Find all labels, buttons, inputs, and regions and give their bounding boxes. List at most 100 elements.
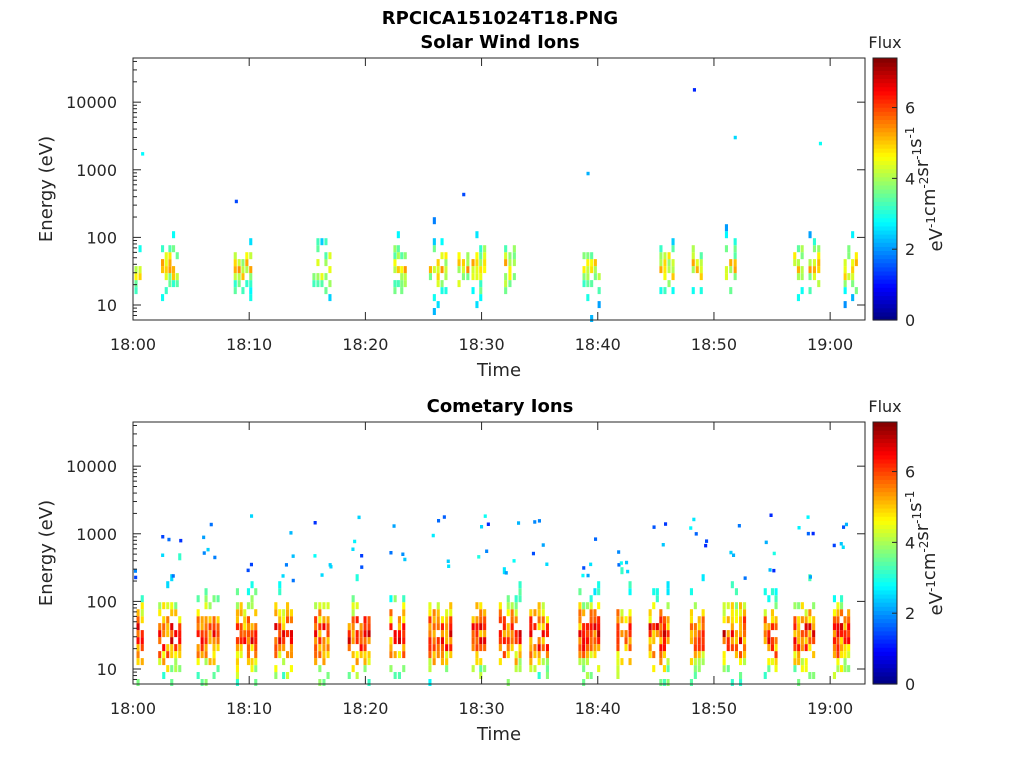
colorbar-swatch	[873, 516, 897, 521]
heatmap-cell	[767, 623, 771, 631]
heatmap-cell	[471, 665, 475, 673]
colorbar-swatch	[873, 209, 897, 215]
heatmap-cell	[578, 651, 582, 659]
heatmap-cell	[402, 616, 406, 624]
heatmap-cell	[428, 616, 432, 624]
heatmap-cell	[506, 609, 510, 617]
heatmap-cell	[461, 266, 465, 274]
heatmap-cell	[436, 609, 440, 617]
heatmap-cell	[517, 521, 521, 525]
colorbar-units-exponent: -2	[917, 541, 931, 553]
heatmap-cell	[533, 520, 537, 524]
heatmap-cell	[250, 581, 254, 589]
heatmap-cell	[234, 199, 238, 204]
heatmap-cell	[475, 602, 479, 610]
heatmap-cell	[172, 266, 176, 274]
heatmap-cell	[659, 616, 663, 624]
heatmap-cell	[216, 644, 220, 652]
heatmap-cell	[808, 259, 812, 267]
heatmap-cell	[249, 266, 253, 274]
heatmap-cell	[836, 623, 840, 631]
heatmap-cell	[617, 550, 621, 554]
colorbar-swatch	[873, 499, 897, 505]
colorbar-tick-label: 6	[905, 463, 915, 482]
heatmap-cell	[812, 616, 816, 624]
heatmap-cell	[697, 623, 701, 631]
heatmap-cell	[689, 588, 693, 596]
colorbar-swatch	[873, 197, 897, 202]
heatmap-cell	[175, 280, 179, 288]
heatmap-cell	[800, 287, 804, 295]
colorbar-units-base: s	[905, 139, 926, 148]
heatmap-cell	[743, 576, 747, 580]
heatmap-cell	[286, 630, 290, 638]
heatmap-cell	[764, 540, 768, 545]
heatmap-cell	[200, 679, 204, 686]
heatmap-cell	[589, 644, 593, 652]
heatmap-cell	[800, 602, 804, 610]
heatmap-cell	[593, 616, 597, 624]
heatmap-cell	[504, 280, 508, 288]
heatmap-cell	[360, 565, 364, 569]
colorbar-units-exponent: -1	[903, 491, 917, 503]
colorbar-swatch	[873, 315, 897, 321]
heatmap-cell	[659, 259, 663, 267]
heatmap-cell	[578, 609, 582, 617]
heatmap-cell	[770, 609, 774, 617]
heatmap-cell	[508, 259, 512, 267]
heatmap-cell	[689, 616, 693, 624]
heatmap-cell	[772, 551, 776, 556]
heatmap-cell	[289, 531, 293, 535]
heatmap-cell	[168, 273, 172, 281]
heatmap-cell	[208, 637, 212, 645]
heatmap-cell	[436, 280, 440, 288]
colorbar-swatch	[873, 446, 897, 452]
heatmap-cell	[739, 602, 743, 610]
heatmap-cell	[170, 651, 174, 659]
heatmap-cell	[216, 616, 220, 624]
heatmap-cell	[724, 273, 728, 281]
heatmap-cell	[278, 616, 282, 624]
heatmap-cell	[541, 616, 545, 624]
heatmap-cell	[800, 665, 804, 673]
heatmap-cell	[322, 644, 326, 652]
heatmap-cell	[480, 525, 484, 529]
heatmap-cell	[393, 595, 397, 603]
heatmap-cell	[432, 630, 436, 638]
heatmap-cell	[797, 616, 801, 624]
heatmap-cell	[235, 672, 239, 679]
heatmap-cell	[743, 644, 747, 652]
heatmap-cell	[655, 588, 659, 596]
heatmap-cell	[793, 252, 797, 260]
colorbar-swatch	[873, 258, 897, 264]
heatmap-cell	[774, 616, 778, 624]
heatmap-cell	[502, 623, 506, 631]
heatmap-cell	[170, 602, 174, 610]
heatmap-cell	[628, 581, 632, 589]
heatmap-cell	[726, 630, 730, 638]
heatmap-cell	[475, 651, 479, 659]
heatmap-cell	[730, 623, 734, 631]
heatmap-cell	[403, 252, 407, 260]
heatmap-cell	[722, 630, 726, 638]
heatmap-cell	[170, 679, 174, 686]
heatmap-cell	[235, 623, 239, 631]
heatmap-cell	[457, 259, 461, 267]
heatmap-cell	[659, 630, 663, 638]
heatmap-cell	[178, 665, 182, 673]
colorbar-swatch	[873, 520, 897, 525]
heatmap-cell	[168, 259, 172, 267]
heatmap-cell	[174, 644, 178, 652]
heatmap-cell	[585, 630, 589, 638]
heatmap-cell	[648, 630, 652, 638]
heatmap-cell	[506, 595, 510, 603]
heatmap-cell	[316, 238, 320, 246]
heatmap-cell	[701, 609, 705, 617]
heatmap-cell	[545, 672, 549, 679]
heatmap-cell	[732, 553, 736, 557]
heatmap-cell	[726, 665, 730, 673]
heatmap-cell	[508, 252, 512, 260]
heatmap-cell	[162, 602, 166, 610]
heatmap-cell	[483, 252, 487, 260]
